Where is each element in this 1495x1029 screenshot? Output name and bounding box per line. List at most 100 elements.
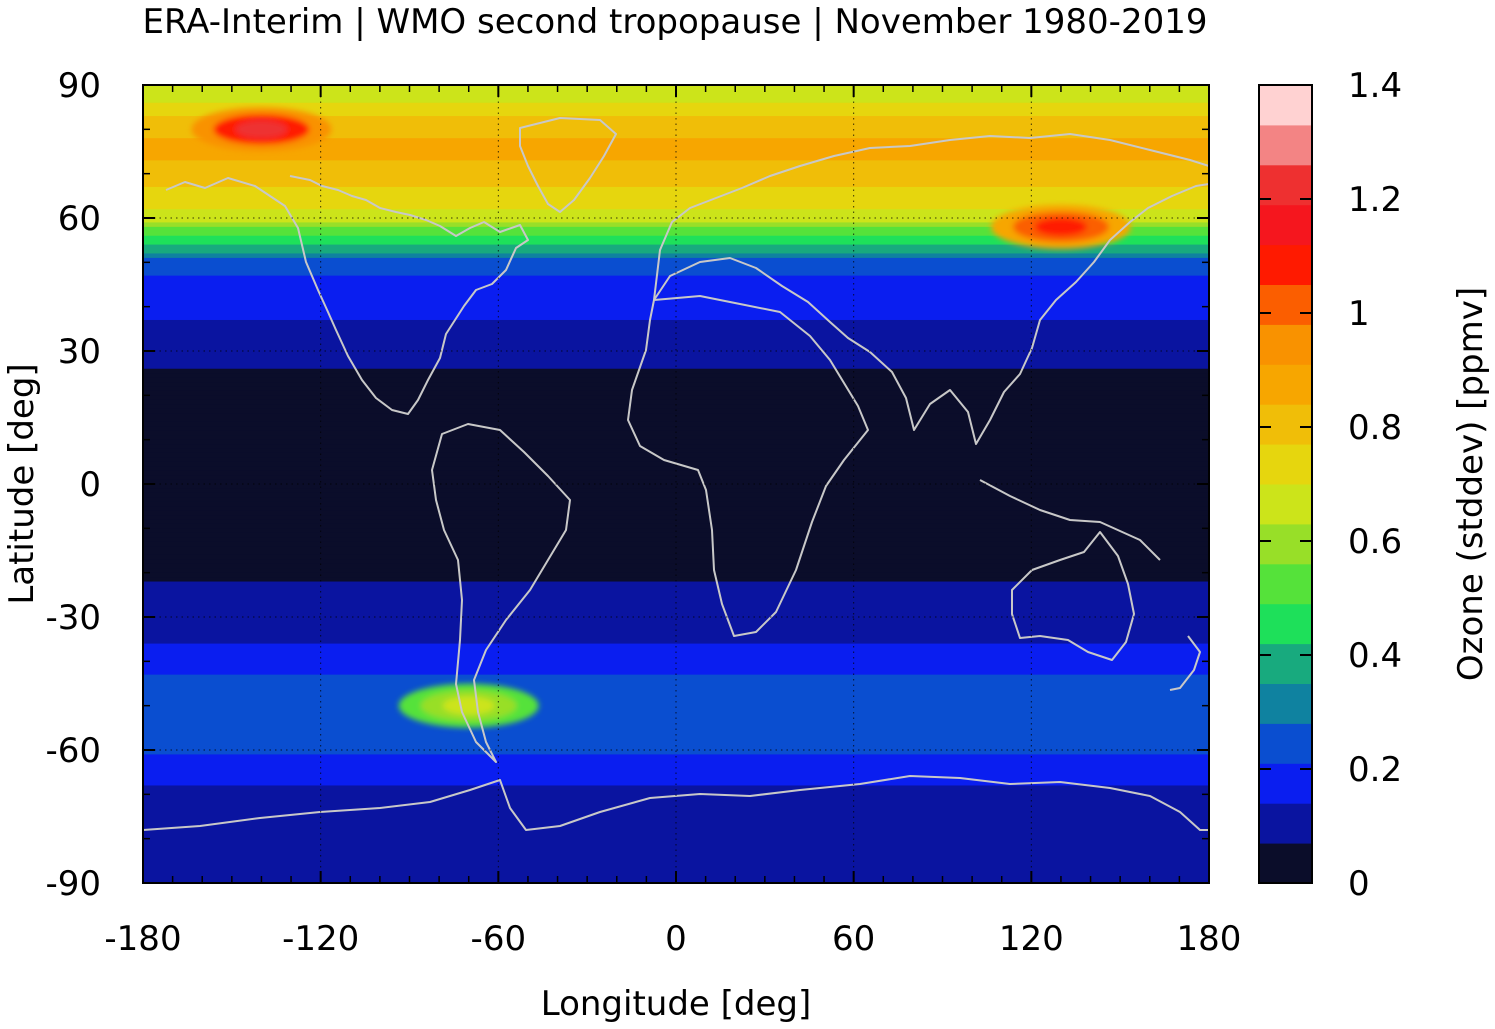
y-tick-label: 90 (58, 66, 101, 106)
zonal-band (143, 758, 1209, 764)
zonal-band (143, 337, 1209, 343)
zonal-band (143, 701, 1209, 707)
zonal-band (143, 200, 1209, 206)
zonal-band (143, 417, 1209, 423)
zonal-band (143, 244, 1209, 250)
zonal-band (143, 173, 1209, 179)
colorbar-tick-label: 0.6 (1348, 522, 1402, 562)
x-axis-label: Longitude [deg] (541, 984, 812, 1024)
zonal-band (143, 630, 1209, 636)
x-tick-label: -180 (104, 919, 181, 959)
zonal-band (143, 249, 1209, 255)
zonal-band (143, 510, 1209, 516)
colorbar-level (1259, 284, 1312, 325)
zonal-band (143, 155, 1209, 161)
zonal-band (143, 608, 1209, 614)
zonal-band (143, 120, 1209, 126)
zonal-band (143, 856, 1209, 862)
zonal-band (143, 186, 1209, 192)
zonal-band (143, 124, 1209, 130)
zonal-band (143, 359, 1209, 365)
zonal-band (143, 834, 1209, 840)
zonal-band (143, 302, 1209, 308)
x-tick-label: -120 (282, 919, 359, 959)
zonal-band (143, 532, 1209, 538)
y-tick-label: -60 (45, 731, 101, 771)
colorbar-tick-label: 1 (1348, 294, 1370, 334)
zonal-band (143, 577, 1209, 583)
zonal-band (143, 656, 1209, 662)
zonal-band (143, 147, 1209, 153)
zonal-band (143, 750, 1209, 756)
zonal-band (143, 767, 1209, 773)
chart-title: ERA-Interim | WMO second tropopause | No… (143, 2, 1208, 42)
x-tick-label: 180 (1177, 919, 1242, 959)
zonal-band (143, 537, 1209, 543)
zonal-band (143, 444, 1209, 450)
zonal-band (143, 860, 1209, 866)
zonal-band (143, 546, 1209, 552)
zonal-band (143, 851, 1209, 857)
zonal-band (143, 195, 1209, 201)
zonal-band (143, 293, 1209, 299)
zonal-band (143, 816, 1209, 822)
zonal-band (143, 843, 1209, 849)
zonal-band (143, 191, 1209, 197)
zonal-band (143, 129, 1209, 135)
zonal-band (143, 492, 1209, 498)
zonal-band (143, 452, 1209, 458)
zonal-band (143, 311, 1209, 317)
zonal-band (143, 475, 1209, 481)
zonal-band (143, 399, 1209, 405)
zonal-band (143, 652, 1209, 658)
zonal-band (143, 355, 1209, 361)
zonal-band (143, 736, 1209, 742)
zonal-band (143, 648, 1209, 654)
zonal-band (143, 763, 1209, 769)
x-tick-label: 0 (665, 919, 687, 959)
zonal-band (143, 674, 1209, 680)
colorbar-frame (1258, 84, 1313, 884)
regional-maximum (442, 696, 495, 715)
colorbar-level (1259, 444, 1312, 485)
colorbar-level (1259, 683, 1312, 724)
zonal-band (143, 599, 1209, 605)
zonal-band (143, 377, 1209, 383)
zonal-band (143, 581, 1209, 587)
zonal-band (143, 789, 1209, 795)
colorbar-level (1259, 723, 1312, 764)
zonal-band (143, 430, 1209, 436)
colorbar-level (1259, 563, 1312, 605)
zonal-band (143, 164, 1209, 170)
coastline-south-america (431, 423, 571, 763)
zonal-band (143, 222, 1209, 228)
zonal-band (143, 497, 1209, 503)
zonal-band (143, 178, 1209, 184)
colorbar-tick-label: 1.2 (1348, 180, 1402, 220)
gridlines (143, 85, 1209, 883)
zonal-band (143, 98, 1209, 104)
colorbar-level (1259, 204, 1312, 246)
zonal-band (143, 696, 1209, 702)
colorbar-level (1259, 244, 1312, 285)
zonal-band (143, 585, 1209, 591)
zonal-band (143, 603, 1209, 609)
zonal-band (143, 426, 1209, 432)
zonal-band (143, 102, 1209, 108)
zonal-band (143, 218, 1209, 224)
y-tick-label: 30 (58, 332, 101, 372)
zonal-band (143, 324, 1209, 330)
zonal-band (143, 838, 1209, 844)
zonal-band (143, 727, 1209, 733)
zonal-band (143, 111, 1209, 117)
zonal-band (143, 288, 1209, 294)
zonal-band (143, 373, 1209, 379)
zonal-band (143, 519, 1209, 525)
zonal-band (143, 590, 1209, 596)
zonal-band (143, 714, 1209, 720)
zonal-band (143, 235, 1209, 241)
zonal-band (143, 142, 1209, 148)
zonal-band (143, 488, 1209, 494)
map-plot-area (143, 85, 1209, 883)
